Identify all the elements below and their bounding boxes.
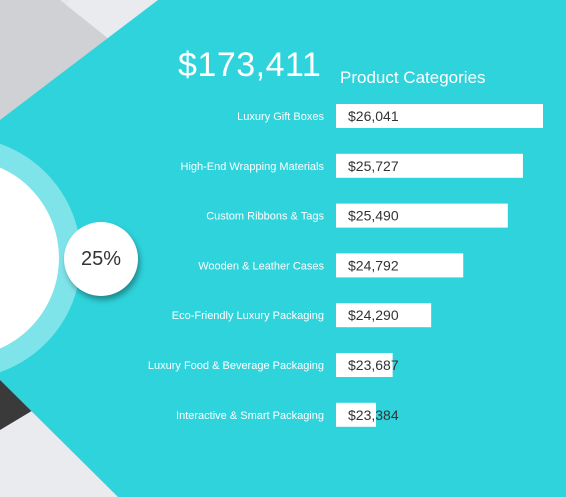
- category-label: Eco-Friendly Luxury Packaging: [172, 310, 324, 322]
- bar-value-label: $23,384: [348, 407, 399, 423]
- bar: [336, 153, 523, 178]
- bar-value-label: $23,687: [348, 357, 399, 373]
- bar-value-label: $25,490: [348, 208, 399, 224]
- bar: [336, 353, 393, 377]
- category-label: Custom Ribbons & Tags: [206, 211, 324, 223]
- category-label: High-End Wrapping Materials: [181, 161, 325, 173]
- bar-value-label: $24,290: [348, 307, 399, 323]
- category-label: Wooden & Leather Cases: [198, 260, 324, 272]
- bar-value-label: $24,792: [348, 257, 399, 273]
- category-label: Luxury Food & Beverage Packaging: [148, 360, 324, 372]
- bar: [336, 402, 376, 427]
- bar-value-label: $25,727: [348, 158, 399, 174]
- total-value: $173,411: [178, 46, 322, 84]
- bar: [336, 253, 464, 278]
- inner-circle: [0, 167, 59, 349]
- bar-value-label: $26,041: [348, 108, 399, 124]
- bar: [336, 303, 432, 328]
- bar: [336, 104, 543, 128]
- category-label: Luxury Gift Boxes: [237, 111, 324, 123]
- percent-badge: 25%: [64, 222, 138, 296]
- category-label: Interactive & Smart Packaging: [176, 410, 324, 422]
- chart-title: Product Categories: [340, 68, 486, 87]
- bar: [336, 203, 508, 228]
